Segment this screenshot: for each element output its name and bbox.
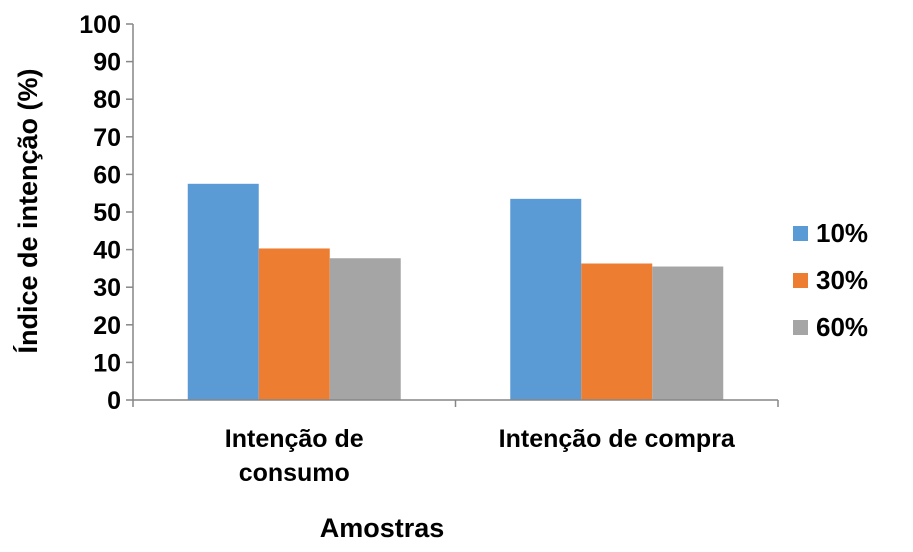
legend-swatch xyxy=(793,320,808,335)
x-axis-title: Amostras xyxy=(320,513,445,543)
y-tick-label: 100 xyxy=(79,11,121,39)
y-tick-label: 40 xyxy=(93,237,121,265)
x-axis-tick-labels: Intenção de consumo Intenção de compra xyxy=(225,425,736,487)
bar-60pct xyxy=(329,258,401,400)
bar-60pct xyxy=(652,266,724,400)
legend-swatch xyxy=(793,273,808,288)
x-tick-label: Intenção de compra xyxy=(499,425,736,453)
y-axis-ticks: 0 10 20 30 40 50 60 70 80 90 100 xyxy=(79,11,133,415)
y-tick-label: 0 xyxy=(107,387,121,415)
y-tick-label: 30 xyxy=(93,274,121,302)
y-tick-label: 10 xyxy=(93,349,121,377)
y-tick-label: 90 xyxy=(93,49,121,77)
axes xyxy=(132,24,779,407)
y-tick-label: 60 xyxy=(93,161,121,189)
y-tick-label: 20 xyxy=(93,312,121,340)
legend-swatch xyxy=(793,226,808,241)
bar-10pct xyxy=(187,183,259,400)
y-tick-label: 80 xyxy=(93,86,121,114)
bar-10pct xyxy=(510,198,582,400)
bars xyxy=(187,183,724,400)
bar-30pct xyxy=(258,248,330,400)
y-tick-label: 70 xyxy=(93,124,121,152)
legend-label: 30% xyxy=(816,265,868,295)
bar-30pct xyxy=(581,263,653,400)
legend-label: 10% xyxy=(816,218,868,248)
y-axis-title: Índice de intenção (%) xyxy=(12,68,43,353)
x-tick-label: Intenção de consumo xyxy=(225,425,364,487)
y-tick-label: 50 xyxy=(93,199,121,227)
legend: 10% 30% 60% xyxy=(793,218,868,342)
legend-label: 60% xyxy=(816,312,868,342)
